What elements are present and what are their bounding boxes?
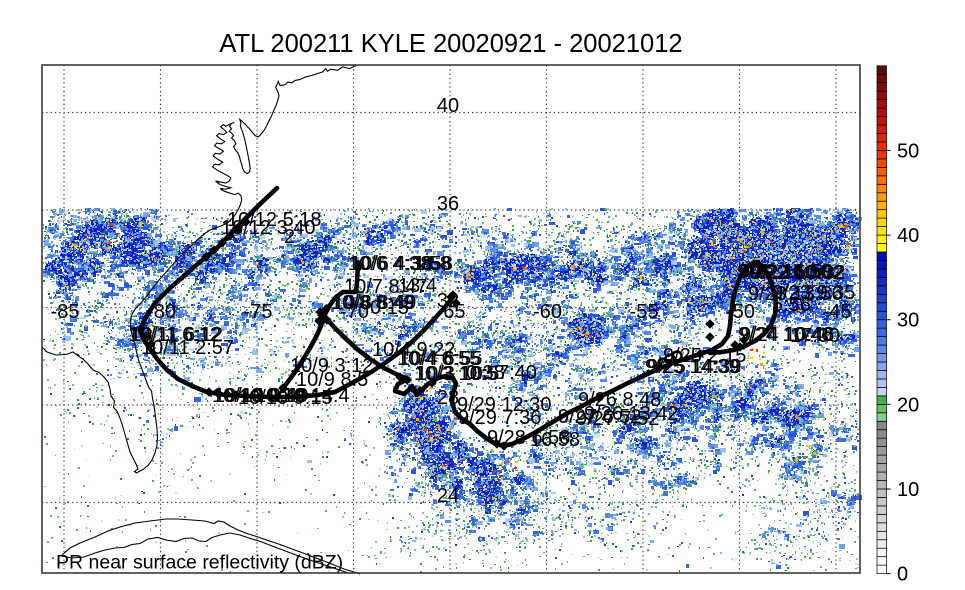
- svg-text:9/22 10:32: 9/22 10:32: [751, 262, 846, 284]
- svg-text:36: 36: [437, 193, 459, 215]
- svg-text:9/28 6:58: 9/28 6:58: [487, 427, 570, 449]
- svg-text:30: 30: [897, 310, 919, 332]
- svg-text:-45: -45: [823, 301, 852, 323]
- svg-text:10: 10: [897, 479, 919, 501]
- svg-text:1:58: 1:58: [414, 253, 453, 275]
- svg-text:10/4 6:55: 10/4 6:55: [397, 348, 480, 370]
- svg-text:9/22 16:50: 9/22 16:50: [737, 261, 832, 283]
- svg-text:-55: -55: [630, 301, 659, 323]
- svg-text:10/9 3:12: 10/9 3:12: [290, 355, 373, 377]
- svg-text:2: 2: [284, 226, 295, 248]
- svg-text:1:58: 1:58: [412, 253, 451, 275]
- svg-text:10/11 6:12: 10/11 6:12: [128, 324, 221, 346]
- svg-text:10/9 8:5: 10/9 8:5: [296, 369, 368, 391]
- svg-text:10/6 4:38: 10/6 4:38: [348, 253, 431, 275]
- svg-text:-50: -50: [726, 301, 755, 323]
- svg-text:9/24 10:46: 9/24 10:46: [740, 324, 835, 346]
- svg-text:10/8 8:49: 10/8 8:49: [333, 292, 416, 314]
- svg-text:9/29 7:36: 9/29 7:36: [458, 407, 541, 429]
- svg-text:10/12 5:18: 10/12 5:18: [227, 209, 322, 231]
- svg-text:40: 40: [437, 95, 459, 117]
- svg-text:0: 0: [897, 564, 908, 586]
- svg-text:9/27 7:52: 9/27 7:52: [576, 408, 659, 430]
- svg-text:10/10 14:4: 10/10 14:4: [255, 385, 350, 407]
- svg-text:5:56: 5:56: [772, 294, 811, 316]
- svg-text:9/22 16:50: 9/22 16:50: [739, 261, 834, 283]
- svg-text:32: 32: [437, 290, 459, 312]
- svg-text:-65: -65: [437, 301, 466, 323]
- svg-text:-70: -70: [340, 301, 369, 323]
- svg-text:-85: -85: [51, 301, 80, 323]
- svg-text:9/26 13:42: 9/26 13:42: [584, 403, 679, 425]
- svg-text:0:38: 0:38: [466, 362, 505, 384]
- svg-text:10/4 9:22: 10/4 9:22: [372, 339, 455, 361]
- svg-text:10/10 9:15: 10/10 9:15: [238, 387, 333, 409]
- svg-text:10/11 2:57: 10/11 2:57: [141, 337, 234, 359]
- svg-text:-75: -75: [244, 301, 273, 323]
- svg-text:10/11 6:12: 10/11 6:12: [130, 324, 223, 346]
- svg-text:9/23 13:56: 9/23 13:56: [748, 283, 843, 305]
- svg-text:10/4 6:55: 10/4 6:55: [399, 348, 482, 370]
- svg-text:9/29 12:30: 9/29 12:30: [457, 394, 552, 416]
- svg-text:17:30: 17:30: [790, 325, 840, 347]
- svg-text:20: 20: [897, 394, 919, 416]
- svg-text:40: 40: [897, 225, 919, 247]
- svg-text:PR near surface reflectivity (: PR near surface reflectivity (dBZ): [56, 552, 343, 574]
- svg-text:10/10 0:49: 10/10 0:49: [214, 385, 309, 407]
- svg-text:-80: -80: [147, 301, 176, 323]
- svg-text:9/25 2:15: 9/25 2:15: [663, 345, 746, 367]
- svg-text:24: 24: [437, 485, 459, 507]
- svg-text:ATL 200211 KYLE 20020921 - 200: ATL 200211 KYLE 20020921 - 20021012: [219, 30, 682, 58]
- svg-text:9/24 10:46: 9/24 10:46: [738, 324, 833, 346]
- svg-text:28: 28: [437, 387, 459, 409]
- svg-text:7:40: 7:40: [498, 362, 537, 384]
- svg-text:50: 50: [897, 140, 919, 162]
- svg-text:9/27 6:52: 9/27 6:52: [558, 406, 641, 428]
- svg-text:13:4: 13:4: [398, 275, 437, 297]
- svg-text:0:13: 0:13: [370, 297, 409, 319]
- svg-text:10/3 10:5: 10/3 10:5: [414, 363, 497, 385]
- svg-text:10/6 4:38: 10/6 4:38: [350, 253, 433, 275]
- svg-text:10/7 8:47: 10/7 8:47: [344, 276, 427, 298]
- svg-text:9/25 14:39: 9/25 14:39: [645, 356, 740, 378]
- svg-text:9/26 8:48: 9/26 8:48: [578, 389, 661, 411]
- svg-text:16:58: 16:58: [530, 429, 580, 451]
- svg-text:10/3 10:5: 10/3 10:5: [416, 363, 499, 385]
- svg-text:10/8 8:49: 10/8 8:49: [331, 292, 414, 314]
- svg-text:-60: -60: [533, 301, 562, 323]
- svg-text:9/22 10:32: 9/22 10:32: [749, 262, 844, 284]
- svg-text:10/10 0:49: 10/10 0:49: [212, 385, 307, 407]
- svg-text:10/12 3:40: 10/12 3:40: [221, 217, 316, 239]
- svg-text:9/25 14:39: 9/25 14:39: [647, 356, 742, 378]
- svg-text:9/23 9:35: 9/23 9:35: [772, 282, 855, 304]
